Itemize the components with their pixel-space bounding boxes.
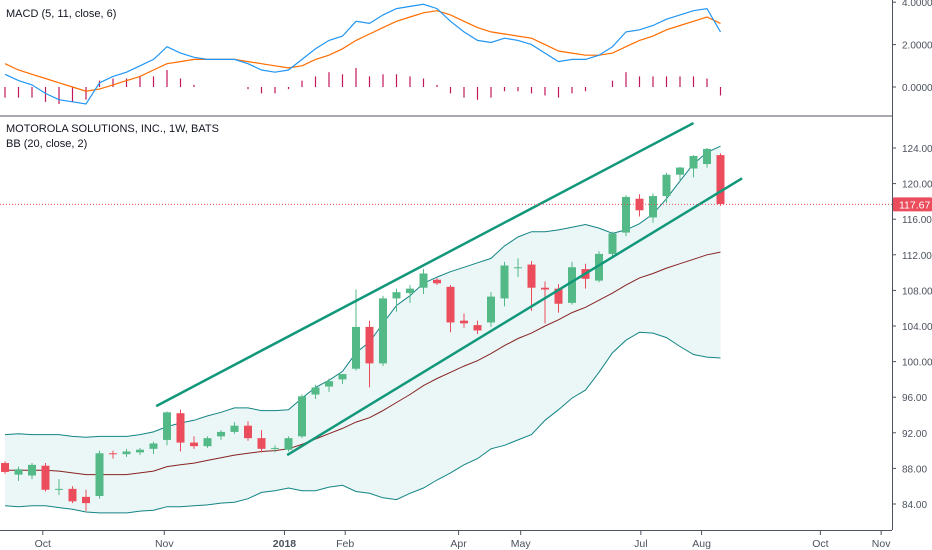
candle-body xyxy=(406,288,414,294)
symbol-title: MOTOROLA SOLUTIONS, INC., 1W, BATS xyxy=(6,123,219,135)
candle-body xyxy=(419,273,428,288)
candle-body xyxy=(392,292,401,299)
price-tick-label: 92.00 xyxy=(902,429,927,440)
candle-body xyxy=(649,196,657,218)
candle-body xyxy=(689,156,698,169)
channel-lower-line[interactable] xyxy=(286,177,743,457)
price-tick-label: 100.00 xyxy=(902,358,932,369)
bb-lower-line xyxy=(4,331,721,514)
time-tick-label: Aug xyxy=(692,538,711,550)
candle-body xyxy=(595,253,603,281)
time-tick-label: Nov xyxy=(155,538,174,550)
candle-body xyxy=(176,413,185,443)
last-price-badge: 117.67 xyxy=(893,197,932,212)
candle-body xyxy=(271,447,279,449)
time-tick-label: 2018 xyxy=(273,538,297,550)
candle-body xyxy=(55,488,63,490)
candle-body xyxy=(487,296,495,323)
candle-body xyxy=(338,374,347,380)
candle-body xyxy=(433,279,441,284)
price-tick-label: 104.00 xyxy=(902,322,932,333)
candle-body xyxy=(149,443,158,449)
candle-body xyxy=(136,449,144,453)
candle-body xyxy=(608,233,617,254)
candle-body xyxy=(95,453,104,496)
time-tick-label: Apr xyxy=(450,538,467,550)
time-tick-label: Feb xyxy=(336,538,354,550)
candle-body xyxy=(41,465,50,490)
candle-body xyxy=(541,287,549,290)
candle-body xyxy=(190,442,198,447)
price-tick-label: 108.00 xyxy=(902,286,932,297)
last-price-label: 117.67 xyxy=(899,199,930,211)
candle-body xyxy=(379,298,387,364)
candle-body xyxy=(217,431,225,437)
bb-upper-line xyxy=(4,145,721,438)
candle-body xyxy=(298,396,306,437)
macd-tick-label: 4.0000 xyxy=(902,0,932,9)
candle-body xyxy=(365,326,374,364)
macd-indicator xyxy=(4,3,722,105)
candle-body xyxy=(514,267,522,269)
macd-signal-line xyxy=(4,10,721,92)
channel-upper-line[interactable] xyxy=(155,121,695,408)
candle-body xyxy=(460,320,468,324)
candle-body xyxy=(68,488,77,502)
bollinger-bands xyxy=(4,145,721,514)
candle-body xyxy=(1,463,9,472)
price-tick-label: 120.00 xyxy=(902,180,932,191)
time-tick-label: Nov xyxy=(872,538,891,550)
candle-body xyxy=(622,196,630,233)
time-tick-label: Jul xyxy=(634,538,647,550)
candle-body xyxy=(257,438,266,449)
price-tick-label: 96.00 xyxy=(902,393,927,404)
candle-body xyxy=(284,438,293,450)
candle-body xyxy=(82,496,90,504)
bb-title: BB (20, close, 2) xyxy=(6,138,87,150)
candle-body xyxy=(109,453,117,455)
time-tick-label: May xyxy=(511,538,532,550)
bb-basis-line xyxy=(5,251,721,476)
candles xyxy=(1,148,725,512)
price-tick-label: 88.00 xyxy=(902,464,927,475)
price-tick-label: 124.00 xyxy=(902,144,932,155)
candle-body xyxy=(203,438,212,447)
macd-line xyxy=(4,3,722,105)
candle-body xyxy=(244,425,252,439)
candle-body xyxy=(446,286,455,323)
price-tick-label: 112.00 xyxy=(902,251,932,262)
candle-body xyxy=(14,469,23,475)
candle-body xyxy=(716,155,725,205)
price-tick-label: 84.00 xyxy=(902,500,927,511)
time-tick-label: Oct xyxy=(35,538,51,550)
candle-body xyxy=(568,267,576,303)
candle-body xyxy=(676,167,684,175)
candle-body xyxy=(473,325,482,331)
candle-body xyxy=(500,265,509,299)
macd-tick-label: 0.0000 xyxy=(902,83,932,94)
macd-title: MACD (5, 11, close, 6) xyxy=(6,8,116,20)
candle-body xyxy=(662,174,671,197)
candle-body xyxy=(554,288,563,304)
price-tick-label: 116.00 xyxy=(902,215,932,226)
trend-channel[interactable] xyxy=(155,121,743,457)
candle-body xyxy=(527,264,536,288)
macd-tick-label: 2.0000 xyxy=(902,41,932,52)
candle-body xyxy=(311,387,320,395)
candle-body xyxy=(230,425,239,432)
candle-body xyxy=(352,326,360,369)
candle-body xyxy=(122,451,131,455)
candle-body xyxy=(325,381,333,387)
axes: 124.00 120.00 116.00 112.00 108.00 104.00 100.… xyxy=(35,0,932,550)
candle-body xyxy=(28,464,36,476)
candle-body xyxy=(703,148,711,165)
candle-body xyxy=(163,412,171,440)
time-tick-label: Oct xyxy=(812,538,828,550)
bb-fill xyxy=(5,146,721,513)
